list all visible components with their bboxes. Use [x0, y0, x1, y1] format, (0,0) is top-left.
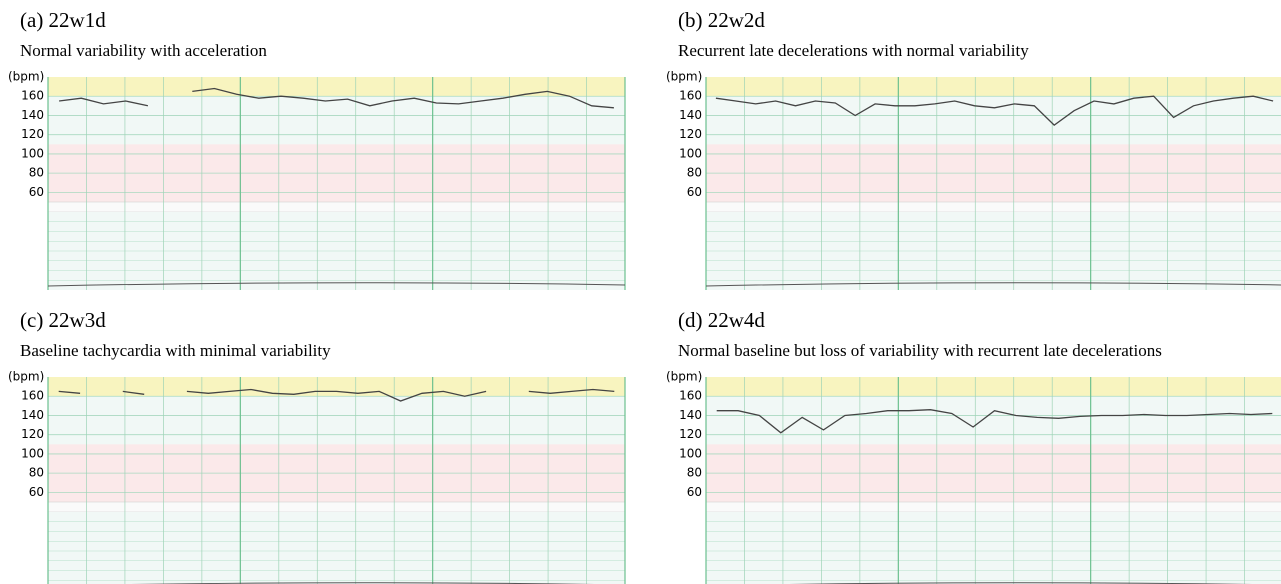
y-tick-label: 140 [21, 108, 44, 122]
y-tick-label: 140 [679, 408, 702, 422]
marker-strip [48, 502, 625, 512]
y-tick-label: 60 [687, 185, 702, 199]
y-tick-label: 60 [687, 485, 702, 499]
y-axis-label: (bpm) [666, 370, 702, 384]
panel-title: (c) 22w3d [20, 308, 106, 332]
uc-area [48, 512, 625, 584]
y-tick-label: 160 [679, 389, 702, 403]
uc-area [706, 512, 1281, 584]
panel-subtitle: Normal baseline but loss of variability … [678, 341, 1162, 360]
panel-subtitle: Recurrent late decelerations with normal… [678, 41, 1029, 60]
panel-title: (a) 22w1d [20, 8, 106, 32]
marker-strip [706, 202, 1281, 212]
y-tick-label: 160 [679, 89, 702, 103]
y-tick-label: 80 [687, 466, 702, 480]
y-tick-label: 160 [21, 89, 44, 103]
y-tick-label: 160 [21, 389, 44, 403]
y-tick-label: 60 [29, 185, 44, 199]
y-tick-label: 140 [21, 408, 44, 422]
band [706, 77, 1281, 96]
figure: (a) 22w1d Normal variability with acceler… [0, 0, 1281, 584]
y-tick-label: 100 [679, 146, 702, 160]
y-axis-label: (bpm) [666, 70, 702, 84]
marker-strip [706, 502, 1281, 512]
marker-strip [48, 202, 625, 212]
y-tick-label: 80 [687, 166, 702, 180]
y-tick-label: 100 [21, 446, 44, 460]
y-tick-label: 140 [679, 108, 702, 122]
panel-title: (b) 22w2d [678, 8, 765, 32]
panel-subtitle: Baseline tachycardia with minimal variab… [20, 341, 331, 360]
y-tick-label: 60 [29, 485, 44, 499]
panel-subtitle: Normal variability with acceleration [20, 41, 267, 60]
y-tick-label: 120 [679, 127, 702, 141]
y-tick-label: 100 [679, 446, 702, 460]
band [706, 377, 1281, 396]
y-tick-label: 120 [21, 427, 44, 441]
y-tick-label: 120 [21, 127, 44, 141]
y-tick-label: 120 [679, 427, 702, 441]
y-tick-label: 80 [29, 466, 44, 480]
page: {"chart_data": [ {"type": "line", "title… [0, 0, 1281, 584]
y-axis-label: (bpm) [8, 70, 44, 84]
y-tick-label: 80 [29, 166, 44, 180]
y-axis-label: (bpm) [8, 370, 44, 384]
y-tick-label: 100 [21, 146, 44, 160]
panel-title: (d) 22w4d [678, 308, 765, 332]
band [48, 77, 625, 96]
